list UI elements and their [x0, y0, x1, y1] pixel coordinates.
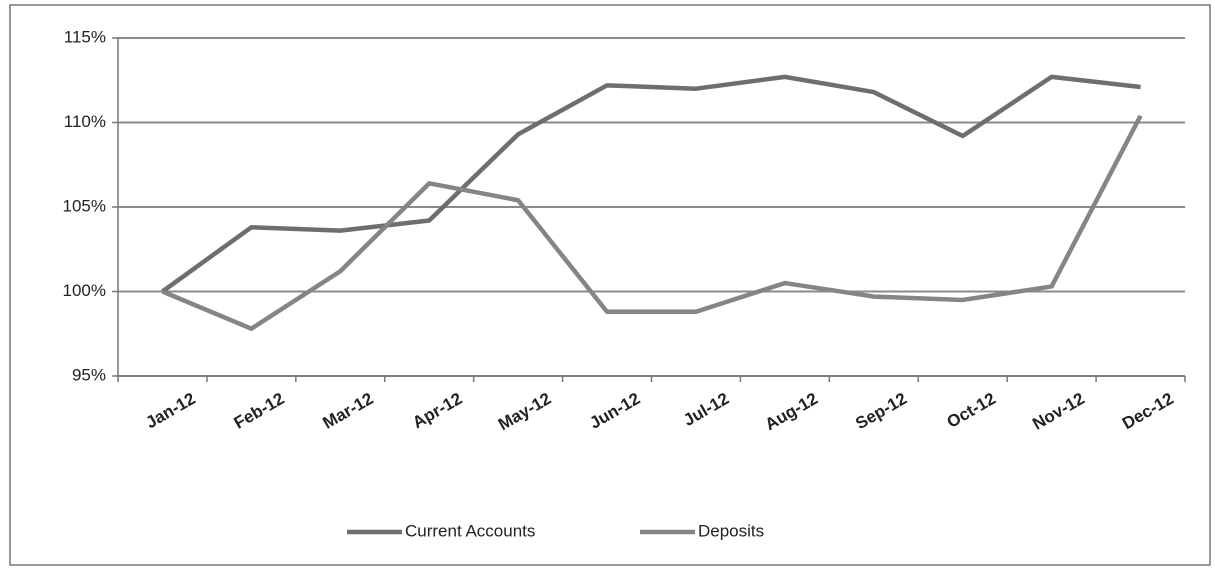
y-tick-label: 115%	[64, 27, 106, 46]
y-tick-label: 110%	[64, 112, 106, 131]
legend-label: Current Accounts	[405, 521, 535, 540]
x-tick-label: Oct-12	[944, 389, 999, 432]
x-tick-label: Jul-12	[680, 389, 732, 430]
legend-label: Deposits	[698, 521, 764, 540]
x-tick-label: May-12	[495, 389, 554, 434]
x-tick-label: Jan-12	[143, 389, 199, 432]
y-tick-label: 105%	[63, 196, 106, 215]
x-tick-label: Dec-12	[1119, 389, 1177, 433]
x-tick-label: Apr-12	[409, 389, 465, 432]
y-tick-label: 100%	[63, 281, 106, 300]
x-tick-label: Nov-12	[1029, 389, 1088, 434]
x-tick-label: Feb-12	[231, 389, 288, 433]
x-tick-label: Aug-12	[762, 389, 821, 434]
y-tick-label: 95%	[72, 365, 106, 384]
series-line	[161, 74, 1141, 294]
chart-border	[9, 4, 1211, 566]
x-tick-label: Jun-12	[586, 389, 643, 433]
x-tick-label: Sep-12	[852, 389, 910, 433]
series-line	[161, 114, 1143, 331]
x-tick-label: Mar-12	[320, 389, 377, 433]
